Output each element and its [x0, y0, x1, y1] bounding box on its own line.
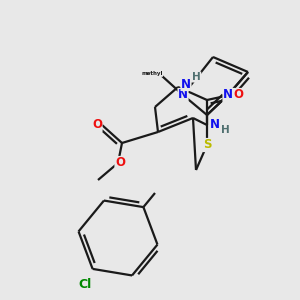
Text: O: O [115, 157, 125, 169]
Text: O: O [233, 88, 243, 101]
Text: H: H [221, 125, 230, 135]
Text: N: N [210, 118, 220, 131]
Text: N: N [223, 88, 233, 101]
Text: O: O [92, 118, 102, 131]
Text: N: N [181, 77, 191, 91]
Text: H: H [192, 72, 201, 82]
Text: N: N [178, 88, 188, 101]
Text: S: S [203, 139, 211, 152]
Text: Cl: Cl [78, 278, 91, 291]
Text: methyl: methyl [141, 71, 163, 76]
